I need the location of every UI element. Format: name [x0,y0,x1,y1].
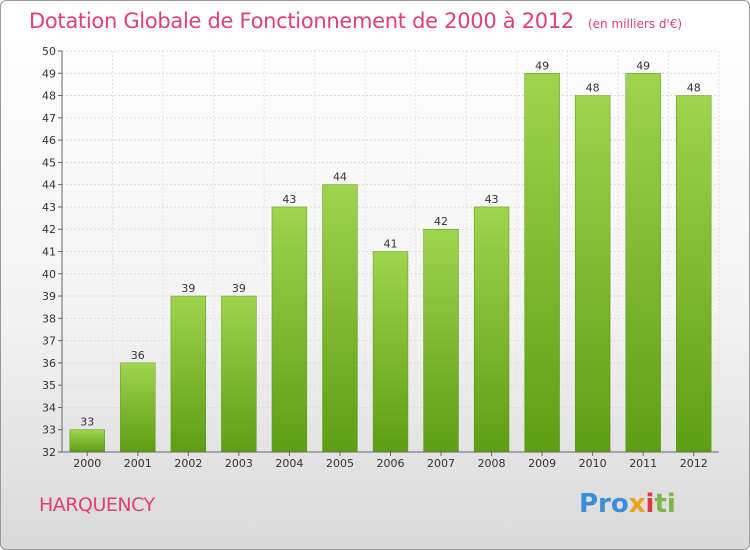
x-tick-label: 2002 [174,457,202,470]
y-tick-label: 35 [42,379,56,392]
x-tick-label: 2000 [73,457,101,470]
y-tick-label: 50 [42,45,56,58]
y-tick-label: 34 [42,401,56,414]
logo-part-2: x [628,489,646,519]
bar [423,228,459,453]
bars [69,73,712,453]
bar [271,206,308,453]
bar [170,295,207,453]
axes [58,50,719,456]
y-tick-label: 41 [42,246,56,259]
bar [676,95,712,453]
y-tick-label: 43 [42,201,56,214]
y-tick-label: 36 [42,357,56,370]
y-tick-label: 33 [42,424,56,437]
proxiti-logo[interactable]: Proxiti [579,489,676,519]
x-tick-label: 2008 [478,457,506,470]
y-tick-label: 39 [42,290,56,303]
logo-part-3: i [645,489,655,519]
logo-part-1: Pro [579,489,629,519]
title-line: Dotation Globale de Fonctionnement de 20… [29,9,682,33]
y-tick-label: 45 [42,156,56,169]
bar-value-label: 43 [485,193,499,206]
chart-subtitle: (en milliers d'€) [587,17,683,31]
bar [372,251,409,453]
x-tick-label: 2005 [326,457,354,470]
bar [524,73,560,453]
bar-value-label: 39 [232,282,246,295]
x-tick-label: 2007 [427,457,455,470]
bar [473,206,510,453]
bar-value-label: 49 [636,59,650,72]
x-tick-label: 2010 [579,457,607,470]
bar-value-label: 36 [131,349,145,362]
chart-title: Dotation Globale de Fonctionnement de 20… [29,9,574,33]
y-tick-label: 37 [42,335,56,348]
bar-value-label: 42 [434,215,448,228]
y-tick-label: 42 [42,223,56,236]
bar-value-label: 48 [586,82,600,95]
y-tick-label: 47 [42,112,56,125]
bar [574,95,611,453]
y-tick-label: 40 [42,268,56,281]
x-tick-label: 2012 [680,457,708,470]
bar [120,362,156,453]
y-tick-label: 32 [42,446,56,459]
bar-value-label: 48 [687,82,701,95]
bar [625,73,661,453]
x-tick-label: 2011 [629,457,657,470]
bar-value-label: 41 [384,238,398,251]
bar [221,295,257,453]
x-tick-label: 2004 [275,457,303,470]
bar-value-label: 39 [181,282,195,295]
bar-value-label: 44 [333,171,347,184]
y-tick-label: 48 [42,90,56,103]
commune-name: HARQUENCY [39,494,155,516]
labels: 32 33 34 35 36 37 38 39 40 41 42 43 44 45 46 47 48 49 50 33… [42,45,708,470]
bar [69,429,105,453]
x-tick-label: 2006 [377,457,405,470]
y-tick-label: 49 [42,67,56,80]
y-tick-label: 44 [42,179,56,192]
x-tick-label: 2009 [528,457,556,470]
logo-part-4: ti [654,489,676,519]
y-tick-label: 38 [42,312,56,325]
bar [322,184,358,453]
bar-value-label: 43 [282,193,296,206]
y-tick-label: 46 [42,134,56,147]
bar-value-label: 49 [535,59,549,72]
x-tick-label: 2003 [225,457,253,470]
bar-value-label: 33 [80,416,94,429]
x-tick-label: 2001 [124,457,152,470]
